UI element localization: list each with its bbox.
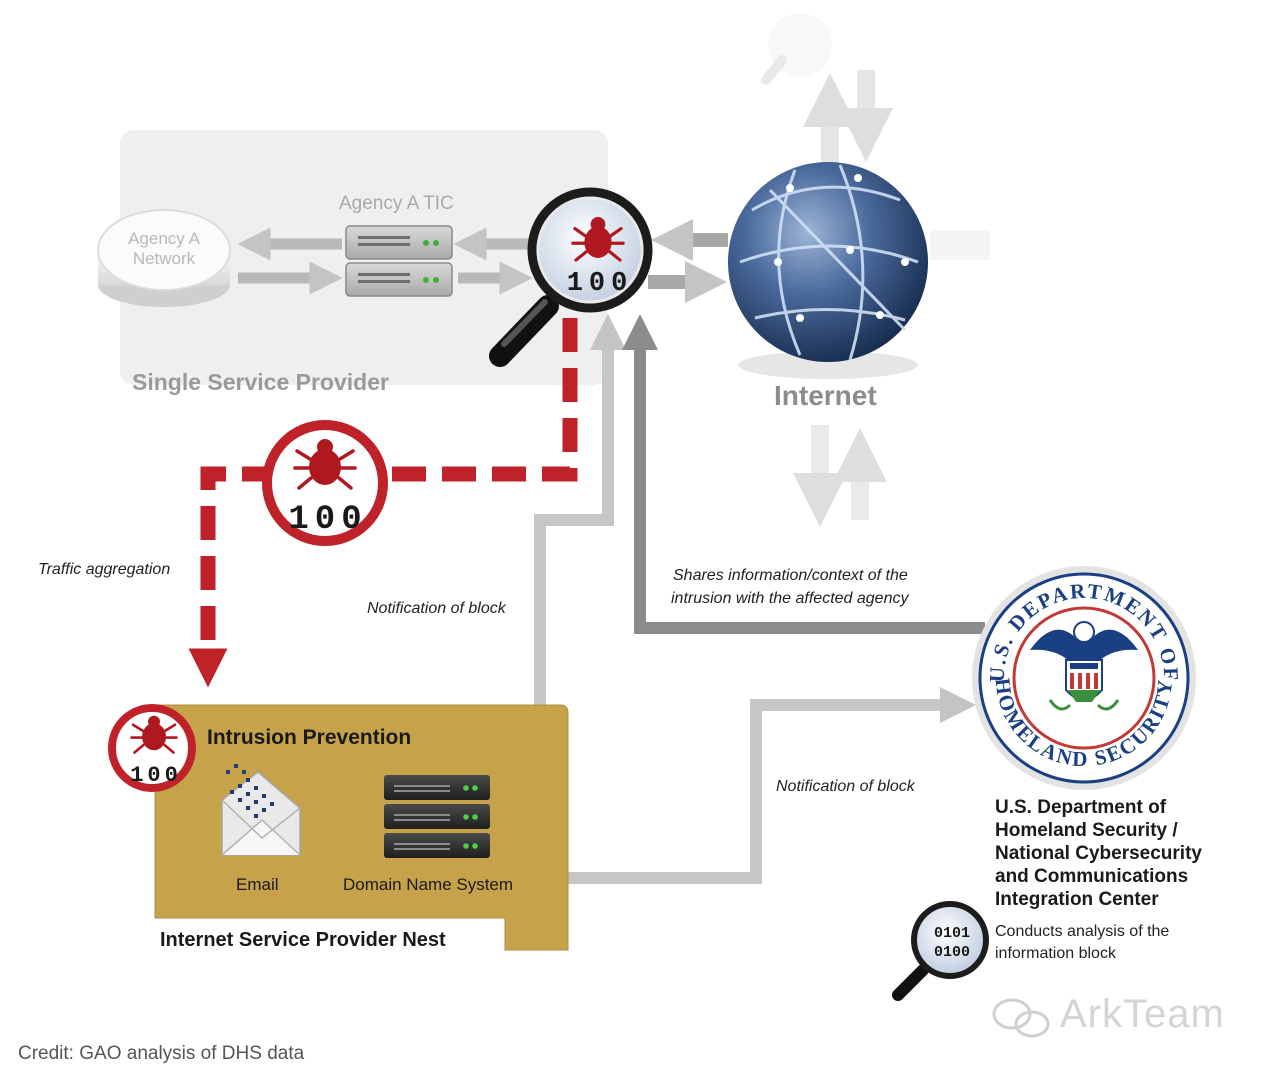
bug-badge-dashed [262, 420, 388, 546]
internet-globe-icon [728, 162, 928, 379]
intrusion-prevention-label: Intrusion Prevention [207, 726, 412, 749]
dhs-name-label: U.S. Department of Homeland Security / N… [995, 797, 1202, 910]
wechat-icon [992, 998, 1050, 1038]
credit-label: Credit: GAO analysis of DHS data [18, 1043, 305, 1064]
dhs-magnifier-digits-1: 0101 [934, 925, 970, 942]
dns-label: Domain Name System [343, 875, 514, 894]
internet-label: Internet [774, 380, 877, 411]
dhs-magnifier-digits-2: 0100 [934, 944, 970, 961]
agency-network-label: Agency A Network [128, 229, 200, 268]
dns-server-stack-icon [384, 775, 490, 858]
email-envelope-icon [221, 764, 301, 856]
shares-info-label-line1: Shares information/context of the [673, 567, 908, 584]
red-dashed-traffic-path [188, 318, 578, 688]
single-service-provider-title: Single Service Provider [132, 369, 389, 395]
watermark-label: ArkTeam [1060, 992, 1225, 1036]
agency-network-disk [97, 209, 231, 307]
bug-badge-dashed-digits: 100 [288, 501, 367, 539]
dhs-seal-logo: U.S. DEPARTMENT OF HOMELAND SECURITY [972, 566, 1196, 790]
agency-tic-label: Agency A TIC [339, 193, 454, 214]
agency-tic-servers [345, 225, 453, 297]
email-label: Email [236, 875, 279, 894]
isp-nest-title: Internet Service Provider Nest [160, 929, 446, 951]
faded-top-arrows [761, 13, 990, 527]
dhs-magnifier-icon [892, 901, 989, 1001]
bug-icon-main [571, 217, 625, 262]
bug-badge-isp [108, 704, 196, 792]
arrow-isp-notification-to-dhs [568, 687, 976, 884]
arrow-dhs-shares-info [622, 314, 985, 634]
shares-info-label-line2: intrusion with the affected agency [671, 590, 909, 607]
arrow-isp-notification-to-magnifier [534, 314, 626, 705]
magnifier-main-digits: 100 [567, 269, 634, 299]
notification-of-block-label-upper: Notification of block [367, 600, 506, 617]
notification-of-block-label-lower: Notification of block [776, 778, 915, 795]
dhs-analysis-label: Conducts analysis of the information blo… [995, 923, 1170, 962]
isp-nest-panel [154, 704, 569, 951]
bug-badge-isp-digits: 100 [130, 763, 182, 788]
traffic-aggregation-label: Traffic aggregation [38, 561, 171, 578]
